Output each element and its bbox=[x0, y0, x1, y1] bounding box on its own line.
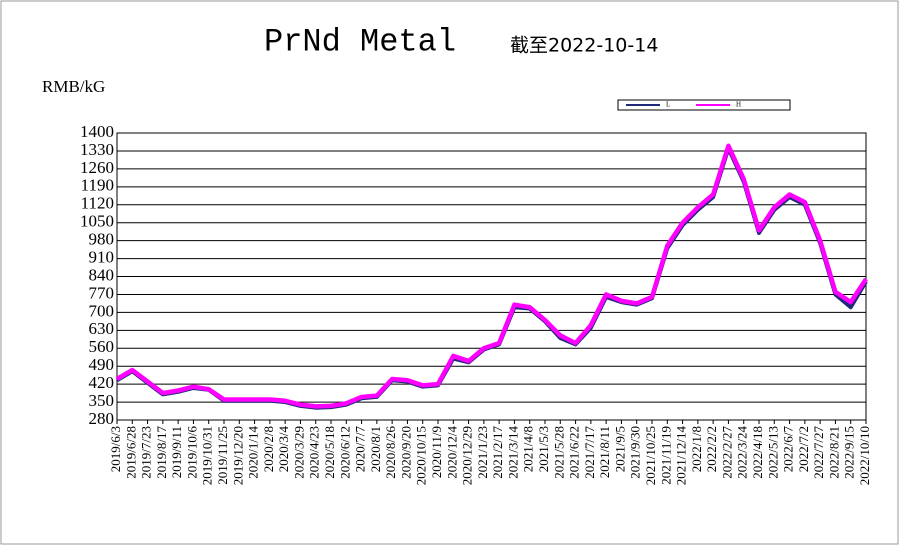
x-tick-label: 2020/7/7 bbox=[353, 426, 368, 473]
x-tick-label: 2021/1/23 bbox=[475, 426, 490, 479]
y-tick-label: 350 bbox=[89, 391, 115, 410]
x-tick-label: 2021/5/28 bbox=[551, 426, 566, 479]
x-tick-label: 2022/6/7 bbox=[781, 426, 796, 473]
x-tick-label: 2019/6/28 bbox=[123, 426, 138, 479]
y-tick-label: 1260 bbox=[80, 158, 114, 177]
x-tick-label: 2019/12/20 bbox=[230, 426, 245, 485]
y-tick-label: 1190 bbox=[81, 176, 114, 195]
y-axis-label: RMB/kG bbox=[42, 77, 105, 96]
y-tick-label: 910 bbox=[89, 247, 115, 266]
x-tick-label: 2021/10/25 bbox=[643, 426, 658, 485]
y-tick-label: 700 bbox=[89, 301, 115, 320]
x-tick-label: 2020/9/20 bbox=[398, 426, 413, 479]
y-tick-label: 560 bbox=[89, 337, 115, 356]
y-tick-label: 1050 bbox=[80, 212, 114, 231]
x-tick-label: 2021/7/17 bbox=[582, 426, 597, 479]
y-tick-label: 280 bbox=[89, 409, 115, 428]
y-tick-label: 1120 bbox=[81, 194, 114, 213]
x-tick-label: 2021/12/14 bbox=[674, 426, 689, 486]
x-tick-label: 2022/8/21 bbox=[826, 426, 841, 479]
x-tick-label: 2019/10/31 bbox=[200, 426, 215, 485]
line-series bbox=[115, 143, 868, 409]
y-tick-label: 980 bbox=[89, 230, 115, 249]
y-tick-label: 420 bbox=[89, 373, 115, 392]
x-tick-label: 2021/4/8 bbox=[521, 426, 536, 472]
x-tick-label: 2022/4/18 bbox=[750, 426, 765, 479]
x-tick-label: 2020/6/12 bbox=[337, 426, 352, 479]
x-tick-label: 2021/2/17 bbox=[490, 426, 505, 479]
x-tick-label: 2021/6/22 bbox=[567, 426, 582, 479]
x-tick-label: 2022/1/8 bbox=[689, 426, 704, 472]
legend-label: H bbox=[736, 101, 741, 109]
x-tick-label: 2021/5/3 bbox=[536, 426, 551, 472]
x-tick-label: 2021/3/14 bbox=[505, 426, 520, 479]
x-tick-label: 2020/3/29 bbox=[291, 426, 306, 479]
x-tick-label: 2020/11/9 bbox=[429, 426, 444, 478]
x-tick-label: 2022/2/2 bbox=[704, 426, 719, 472]
x-tick-label: 2021/8/11 bbox=[597, 426, 612, 478]
x-tick-label: 2020/12/29 bbox=[460, 426, 475, 485]
x-tick-label: 2020/2/8 bbox=[261, 426, 276, 472]
x-tick-label: 2020/8/26 bbox=[383, 426, 398, 479]
x-tick-label: 2021/9/5 bbox=[612, 426, 627, 472]
x-tick-label: 2022/3/24 bbox=[735, 426, 750, 479]
y-tick-label: 1330 bbox=[80, 140, 114, 159]
x-tick-label: 2021/9/30 bbox=[628, 426, 643, 479]
x-tick-label: 2020/12/4 bbox=[444, 426, 459, 479]
y-tick-label: 1400 bbox=[80, 122, 114, 141]
chart-subtitle: 截至2022-10-14 bbox=[510, 35, 658, 57]
x-tick-label: 2020/4/23 bbox=[307, 426, 322, 479]
y-tick-label: 630 bbox=[89, 319, 115, 338]
y-tick-label: 490 bbox=[89, 355, 115, 374]
legend-label: L bbox=[666, 101, 670, 109]
x-tick-label: 2020/1/14 bbox=[246, 426, 261, 479]
x-tick-label: 2019/7/23 bbox=[139, 426, 154, 479]
y-tick-label: 770 bbox=[89, 283, 115, 302]
x-tick-label: 2022/7/27 bbox=[811, 426, 826, 479]
x-tick-label: 2022/2/27 bbox=[719, 426, 734, 479]
x-tick-label: 2019/11/25 bbox=[215, 426, 230, 485]
x-tick-label: 2019/9/11 bbox=[169, 426, 184, 478]
x-tick-label: 2021/11/19 bbox=[658, 426, 673, 485]
x-tick-label: 2020/10/15 bbox=[414, 426, 429, 485]
chart-title: PrNd Metal bbox=[264, 23, 456, 60]
x-tick-label: 2020/3/4 bbox=[276, 426, 291, 473]
x-tick-label: 2019/8/17 bbox=[154, 426, 169, 479]
x-tick-label: 2022/10/10 bbox=[857, 426, 872, 485]
x-tick-label: 2022/5/13 bbox=[765, 426, 780, 479]
x-tick-label: 2020/5/18 bbox=[322, 426, 337, 479]
x-tick-label: 2020/8/1 bbox=[368, 426, 383, 472]
x-tick-label: 2019/6/3 bbox=[108, 426, 123, 472]
x-tick-label: 2022/7/2 bbox=[796, 426, 811, 472]
x-tick-label: 2022/9/15 bbox=[842, 426, 857, 479]
x-tick-label: 2019/10/6 bbox=[184, 426, 199, 479]
y-tick-label: 840 bbox=[89, 265, 115, 284]
